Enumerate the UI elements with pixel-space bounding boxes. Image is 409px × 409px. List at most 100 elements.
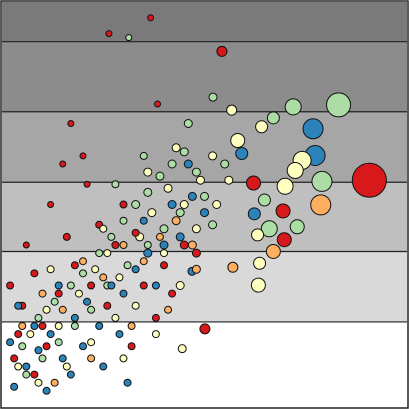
bubble (163, 183, 173, 193)
bubble (99, 362, 108, 371)
bubble (95, 322, 104, 330)
bubble (38, 354, 47, 363)
bubble (58, 305, 67, 314)
bubble (46, 265, 55, 274)
bubble (179, 147, 189, 157)
bubble (250, 277, 266, 293)
bubble (34, 313, 43, 322)
bubble (58, 354, 67, 363)
bubble (54, 281, 63, 290)
band (2, 2, 407, 42)
bubble (143, 241, 152, 249)
bubble (286, 161, 304, 179)
bubble (127, 342, 136, 351)
bubble (22, 370, 31, 379)
bubble (191, 248, 201, 258)
bubble (34, 378, 43, 387)
bubble (99, 224, 108, 233)
bubble (255, 120, 269, 134)
bubble (326, 92, 352, 118)
bubble (18, 342, 27, 351)
bubble (123, 261, 132, 270)
bubble (62, 232, 71, 241)
bubble (95, 249, 104, 258)
bubble (119, 354, 128, 363)
bubble (191, 224, 201, 234)
bubble (160, 261, 168, 270)
bubble (119, 289, 128, 298)
bubble (127, 322, 136, 330)
bubble (276, 232, 292, 248)
bubble (159, 224, 169, 234)
bubble (14, 330, 23, 339)
bubble (123, 378, 132, 387)
bubble (230, 133, 246, 149)
bubble (107, 281, 116, 290)
bubble (164, 305, 173, 314)
bubble (6, 338, 15, 347)
bubble (47, 201, 55, 208)
bubble (131, 265, 140, 274)
bubble (70, 261, 79, 270)
bubble (125, 34, 133, 42)
bubble (38, 322, 47, 330)
bubble (143, 248, 153, 258)
bubble (119, 216, 128, 225)
bubble (235, 146, 249, 160)
bubble (6, 281, 15, 290)
bubble (253, 256, 267, 270)
bubble (30, 370, 39, 379)
bubble (18, 322, 27, 330)
bubble (175, 281, 185, 290)
bubble (79, 152, 87, 160)
band (2, 321, 407, 407)
bubble (131, 301, 140, 310)
band (2, 111, 407, 183)
bubble (179, 240, 189, 250)
bubble (179, 200, 189, 209)
bubble (67, 120, 75, 127)
bubble (70, 313, 79, 322)
bubble (311, 170, 333, 192)
bubble (147, 14, 155, 22)
bubble (62, 362, 71, 371)
bubble (208, 92, 218, 102)
bubble (115, 330, 124, 339)
bubble (155, 171, 165, 181)
bubble (302, 118, 324, 140)
bubble (50, 297, 59, 306)
bubble (42, 386, 51, 395)
bubble (167, 159, 177, 169)
bubble (105, 30, 113, 38)
bubble (70, 322, 79, 330)
bubble (87, 305, 96, 314)
bubble (167, 200, 177, 209)
bubble (224, 175, 234, 185)
bubble (74, 289, 83, 298)
bubble (139, 257, 148, 266)
bubble (310, 194, 332, 216)
bubble (59, 160, 67, 168)
bubble (54, 289, 63, 298)
bubble (260, 220, 278, 238)
bubble (103, 301, 112, 310)
bubble (54, 322, 63, 330)
bubble (111, 241, 120, 249)
bubble (131, 200, 141, 209)
bubble (227, 261, 239, 273)
bubble (208, 220, 218, 230)
bubble (10, 354, 19, 363)
bubble (54, 338, 63, 347)
bubble (247, 207, 261, 221)
bubble (284, 98, 302, 116)
bubble (139, 151, 148, 160)
points (6, 14, 387, 395)
bubble (183, 119, 193, 128)
bubble (175, 232, 185, 242)
bubble (151, 281, 160, 290)
bubble (107, 232, 116, 241)
bubble (131, 228, 140, 237)
